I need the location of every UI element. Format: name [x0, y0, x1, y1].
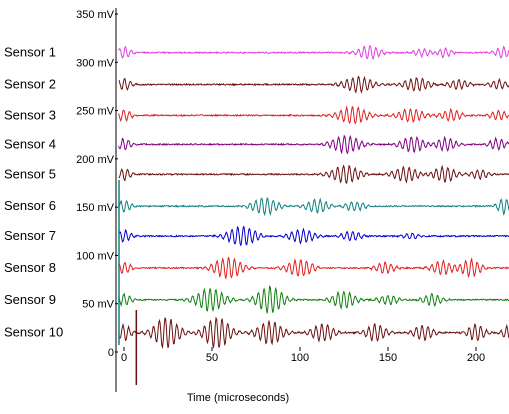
y-tick-label: 250 mV	[76, 106, 115, 118]
trace-sensor-3	[118, 105, 509, 125]
x-tick-label: 150	[379, 352, 397, 364]
series-label-sensor-3: Sensor 3	[4, 107, 56, 122]
y-tick-label: 350 mV	[76, 9, 115, 21]
series-label-sensor-1: Sensor 1	[4, 45, 56, 60]
trace-sensor-4	[118, 134, 509, 155]
x-tick-labels: 0 50 100 150 200	[121, 347, 485, 364]
trace-sensor-5	[118, 164, 509, 184]
series-label-sensor-5: Sensor 5	[4, 166, 56, 181]
trace-sensor-9	[118, 285, 509, 314]
x-tick-label: 50	[206, 352, 218, 364]
trace-sensor-2	[118, 75, 509, 94]
series-label-sensor-8: Sensor 8	[4, 260, 56, 275]
series-label-sensor-6: Sensor 6	[4, 198, 56, 213]
series-label-sensor-10: Sensor 10	[4, 325, 63, 340]
y-tick-label: 100 mV	[76, 250, 115, 262]
y-tick-label: 300 mV	[76, 57, 115, 69]
axes-layer	[115, 8, 138, 392]
series-label-sensor-7: Sensor 7	[4, 228, 56, 243]
y-tick-label: 0	[108, 347, 114, 359]
x-tick-label: 200	[467, 352, 485, 364]
trace-sensor-10	[118, 316, 509, 350]
series-label-sensor-4: Sensor 4	[4, 136, 56, 151]
y-tick-labels: 0 50 mV 100 mV 150 mV 200 mV 250 mV 300 mV 350 …	[76, 9, 118, 359]
series-label-sensor-9: Sensor 9	[4, 292, 56, 307]
x-axis-title: Time (microseconds)	[187, 392, 289, 404]
trace-sensor-6	[118, 196, 509, 217]
y-tick-label: 50 mV	[82, 299, 114, 311]
trace-sensor-7	[118, 225, 509, 247]
trace-sensor-1	[118, 44, 509, 61]
y-tick-label: 150 mV	[76, 202, 115, 214]
series-label-sensor-2: Sensor 2	[4, 76, 56, 91]
x-tick-label: 0	[121, 352, 127, 364]
x-tick-label: 100	[291, 352, 309, 364]
trace-layer	[118, 44, 509, 350]
y-tick-label: 200 mV	[76, 154, 115, 166]
sensor-labels: Sensor 1 Sensor 2 Sensor 3 Sensor 4 Sensor 5…	[4, 45, 63, 340]
trace-sensor-8	[118, 256, 509, 281]
